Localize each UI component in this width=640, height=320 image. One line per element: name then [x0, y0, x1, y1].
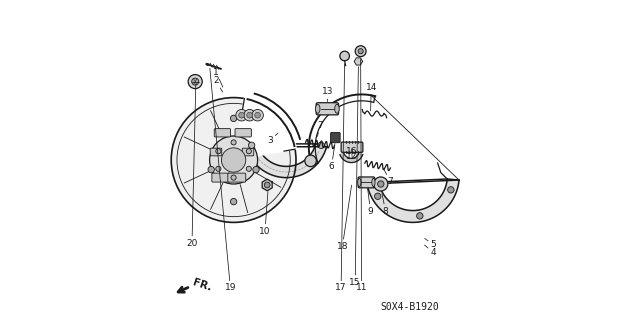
Circle shape [188, 75, 202, 89]
Polygon shape [262, 179, 272, 191]
FancyBboxPatch shape [341, 142, 363, 152]
Circle shape [374, 177, 388, 191]
Circle shape [239, 112, 244, 118]
Circle shape [355, 46, 366, 57]
Circle shape [172, 98, 296, 222]
Text: 12: 12 [346, 152, 358, 161]
Circle shape [216, 149, 221, 154]
Circle shape [231, 175, 236, 180]
Text: 7: 7 [317, 121, 323, 137]
FancyBboxPatch shape [214, 129, 230, 137]
Text: 7: 7 [384, 169, 393, 186]
Text: 14: 14 [365, 83, 377, 111]
Text: 8: 8 [382, 194, 388, 216]
Text: 9: 9 [368, 189, 373, 216]
Circle shape [358, 49, 364, 54]
FancyBboxPatch shape [331, 132, 340, 143]
Circle shape [246, 149, 252, 154]
Text: 16: 16 [346, 147, 358, 156]
Text: 4: 4 [424, 245, 436, 257]
Circle shape [253, 166, 259, 173]
FancyBboxPatch shape [358, 177, 375, 188]
Text: 3: 3 [267, 133, 278, 145]
Polygon shape [340, 153, 363, 163]
Ellipse shape [316, 104, 320, 113]
Circle shape [221, 148, 246, 172]
Circle shape [236, 109, 248, 121]
Text: 15: 15 [349, 67, 361, 287]
FancyBboxPatch shape [316, 103, 339, 115]
Circle shape [417, 213, 423, 219]
Circle shape [231, 140, 236, 145]
Circle shape [264, 182, 270, 188]
Text: S0X4-B1920: S0X4-B1920 [380, 301, 439, 312]
Circle shape [252, 109, 264, 121]
Polygon shape [246, 144, 326, 178]
Circle shape [208, 166, 214, 173]
Circle shape [230, 198, 237, 205]
Text: 19: 19 [210, 68, 236, 292]
FancyBboxPatch shape [235, 129, 252, 137]
Text: 1: 1 [213, 68, 223, 87]
Circle shape [210, 136, 258, 184]
Circle shape [192, 78, 198, 85]
Ellipse shape [372, 178, 375, 187]
Text: 5: 5 [425, 238, 436, 249]
FancyBboxPatch shape [212, 173, 230, 182]
Circle shape [244, 109, 255, 121]
Ellipse shape [335, 104, 339, 113]
Circle shape [255, 112, 260, 118]
Text: FR.: FR. [191, 278, 213, 293]
Circle shape [246, 166, 252, 172]
Polygon shape [367, 179, 459, 222]
Polygon shape [234, 97, 296, 160]
Circle shape [216, 166, 221, 172]
Circle shape [374, 193, 381, 199]
FancyBboxPatch shape [228, 173, 246, 182]
Circle shape [230, 115, 237, 122]
Circle shape [248, 142, 255, 148]
Circle shape [340, 51, 349, 61]
Text: 2: 2 [213, 76, 223, 92]
Circle shape [447, 187, 454, 193]
Text: 11: 11 [356, 60, 367, 292]
Text: 10: 10 [259, 192, 271, 236]
Ellipse shape [358, 178, 361, 187]
Text: 6: 6 [329, 144, 335, 171]
Circle shape [378, 181, 384, 187]
Text: 18: 18 [337, 185, 351, 251]
Text: 20: 20 [186, 84, 198, 248]
Circle shape [247, 112, 253, 118]
FancyBboxPatch shape [243, 148, 253, 156]
Circle shape [305, 155, 316, 167]
Text: 17: 17 [335, 64, 347, 292]
Text: 13: 13 [322, 87, 333, 101]
FancyBboxPatch shape [210, 148, 222, 156]
Polygon shape [355, 58, 362, 65]
Circle shape [318, 142, 324, 148]
